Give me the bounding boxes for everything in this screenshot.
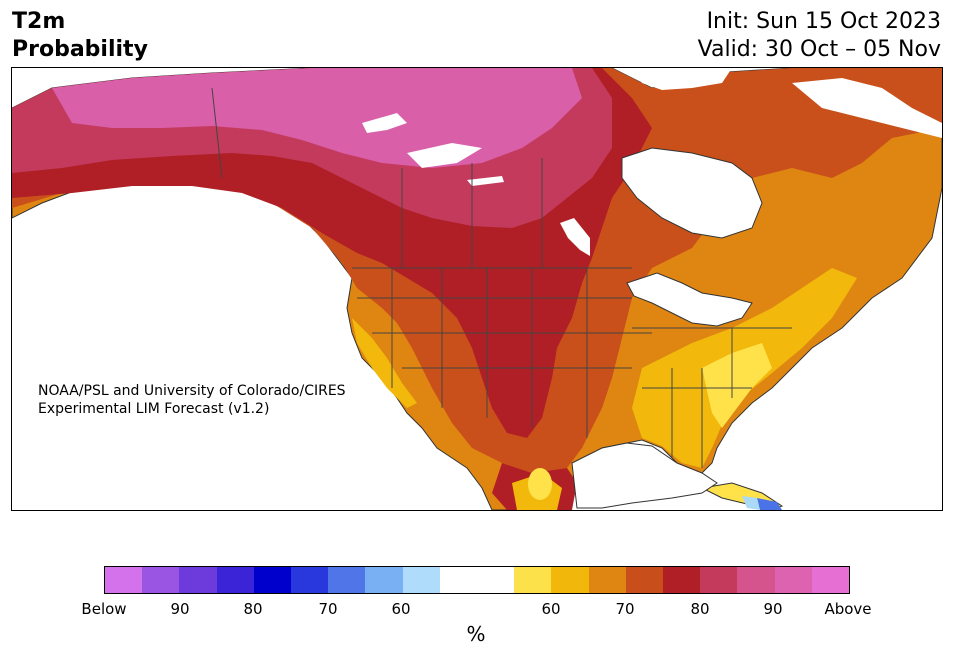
colorbar-tick-label: 60 [541,600,561,618]
colorbar-segment [588,567,626,593]
colorbar-segment [774,567,812,593]
lake-winnipeg [560,218,590,256]
colorbar-tick-label: Above [824,600,872,618]
colorbar-segment [253,567,292,593]
map-title: T2m Probability [12,8,148,64]
colorbar-tick-label: Below [81,600,127,618]
great-slave-lake [407,143,482,168]
colorbar-unit: % [466,622,486,646]
colorbar-segment [402,567,440,593]
colorbar-tick-label: 90 [170,600,190,618]
colorbar-segment [663,567,701,593]
colorbar [104,566,850,594]
arctic-water [632,68,732,90]
colorbar-segment [328,567,366,593]
baffin-water [792,78,942,138]
band-southeast-55 [702,343,772,428]
lake-athabasca [467,176,504,186]
forecast-map [11,67,943,511]
valid-range: Valid: 30 Oct – 05 Nov [697,37,941,62]
colorbar-tick-label: 80 [690,600,710,618]
caribbean-below [757,498,782,510]
credit-text: NOAA/PSL and University of Colorado/CIRE… [38,382,346,418]
colorbar-segment [477,567,515,593]
product-label: Probability [12,37,148,62]
colorbar-tick-label: 60 [391,600,411,618]
colorbar-segment [514,567,552,593]
map-svg [12,68,942,510]
band-mexico-55 [528,468,552,500]
band-85 [52,68,582,168]
caribbean-below-light [742,496,760,510]
gulf-of-mexico [571,442,718,509]
colorbar-segment [179,567,217,593]
colorbar-segment [439,567,478,593]
hudson-bay [621,147,763,239]
colorbar-tick-label: 70 [318,600,338,618]
credit-line-1: NOAA/PSL and University of Colorado/CIRE… [38,383,346,399]
colorbar-segment [105,567,143,593]
credit-line-2: Experimental LIM Forecast (v1.2) [38,401,270,417]
colorbar-segment [551,567,589,593]
borders [211,87,792,468]
great-bear-lake [362,113,407,133]
colorbar-segment [291,567,329,593]
colorbar-tick-label: 70 [615,600,635,618]
date-info: Init: Sun 15 Oct 2023 Valid: 30 Oct – 05… [698,8,941,64]
band-west-60 [352,318,417,408]
colorbar-segment [216,567,254,593]
great-lakes [626,272,753,327]
colorbar-segment [700,567,738,593]
colorbar-segment [625,567,664,593]
colorbar-segment [142,567,180,593]
colorbar-tick-label: 90 [763,600,783,618]
colorbar-segment [811,567,850,593]
init-date: Init: Sun 15 Oct 2023 [706,9,941,34]
colorbar-segment [737,567,775,593]
colorbar-tick-label: 80 [243,600,263,618]
variable-label: T2m [12,9,66,34]
colorbar-segment [365,567,403,593]
